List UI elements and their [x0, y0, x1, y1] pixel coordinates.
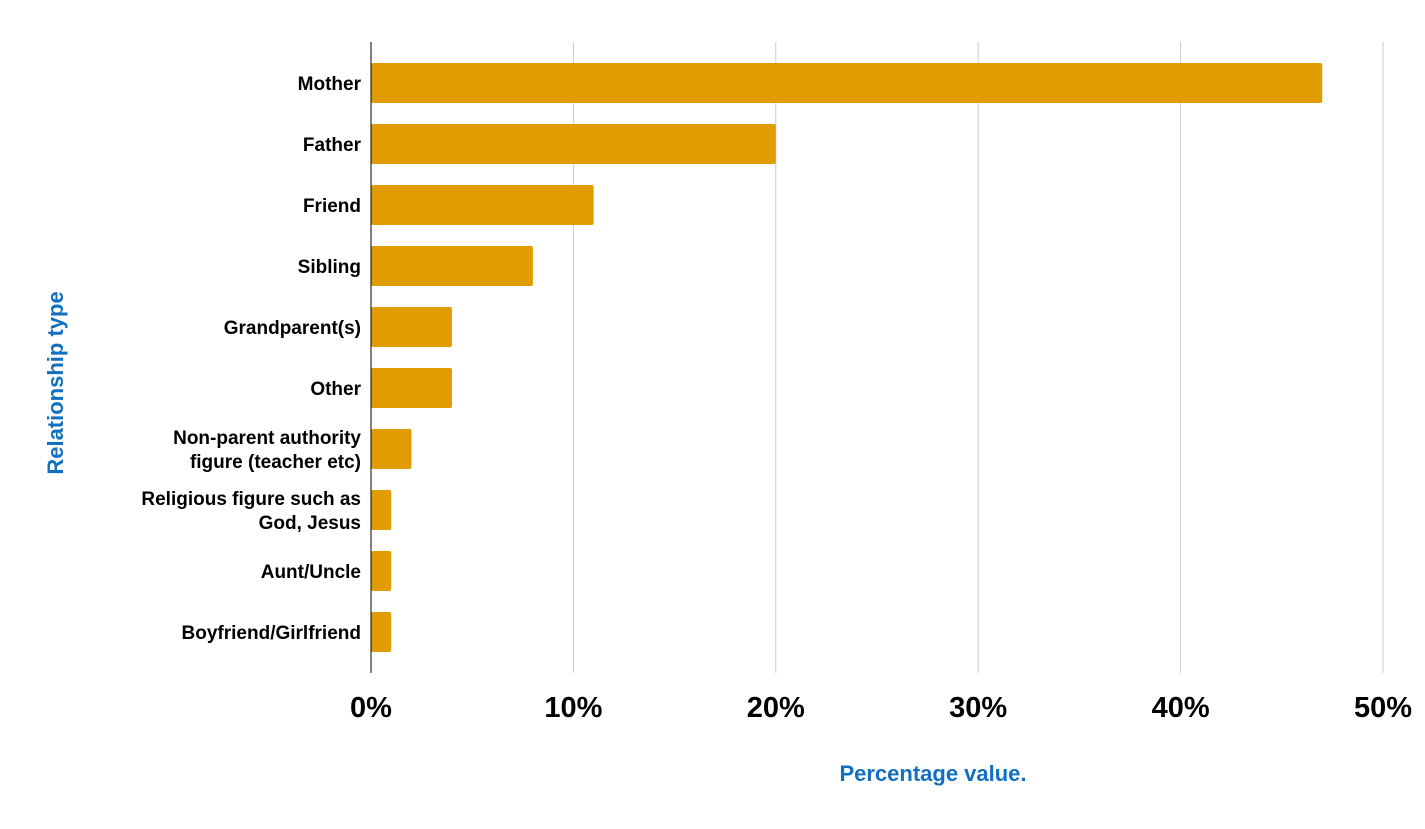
category-label: Religious figure such as God, Jesus	[141, 489, 361, 534]
category-label: Non-parent authority figure (teacher etc)	[173, 428, 361, 473]
category-label-line: Other	[310, 379, 361, 400]
bar-non-parent-authority-figure-teacher-etc	[371, 429, 412, 469]
category-label: Mother	[298, 74, 362, 95]
bar-sibling	[371, 246, 533, 286]
category-label-line: Sibling	[298, 257, 361, 278]
x-tick-label: 10%	[544, 692, 602, 724]
category-label-line: Grandparent(s)	[224, 318, 361, 339]
category-label: Grandparent(s)	[224, 318, 361, 339]
category-label-line: Non-parent authority	[173, 428, 361, 449]
category-label-line: Aunt/Uncle	[261, 562, 361, 583]
bar-father	[371, 124, 776, 164]
category-label-line: figure (teacher etc)	[190, 452, 361, 473]
y-axis-title: Relationship type	[43, 291, 68, 474]
category-label: Boyfriend/Girlfriend	[182, 623, 361, 644]
x-tick-label: 50%	[1354, 692, 1412, 724]
category-label: Aunt/Uncle	[261, 562, 361, 583]
category-label-line: Mother	[298, 74, 362, 95]
category-labels: Mother Father Friend Sibling Grandparent(s) O…	[141, 74, 361, 644]
category-label: Sibling	[298, 257, 361, 278]
x-tick-label: 20%	[747, 692, 805, 724]
x-tick-label: 0%	[350, 692, 392, 724]
x-tick-labels: 0% 10% 20% 30% 40% 50%	[350, 692, 1412, 724]
category-label: Other	[310, 379, 361, 400]
bars-layer	[371, 63, 1323, 652]
category-label-line: Father	[303, 135, 362, 156]
x-tick-label: 40%	[1152, 692, 1210, 724]
bar-other	[371, 368, 452, 408]
x-tick-label: 30%	[949, 692, 1007, 724]
bar-aunt-uncle	[371, 551, 392, 591]
category-label-line: Boyfriend/Girlfriend	[182, 623, 361, 644]
category-label-line: God, Jesus	[259, 513, 361, 534]
bar-boyfriend-girlfriend	[371, 612, 392, 652]
bar-grandparent-s	[371, 307, 452, 347]
bar-religious-figure-such-as-god-jesus	[371, 490, 392, 530]
bar-friend	[371, 185, 594, 225]
category-label: Friend	[303, 196, 361, 217]
category-label: Father	[303, 135, 362, 156]
category-label-line: Friend	[303, 196, 361, 217]
x-axis-title: Percentage value.	[839, 761, 1026, 786]
bar-mother	[371, 63, 1323, 103]
category-label-line: Religious figure such as	[141, 489, 361, 510]
